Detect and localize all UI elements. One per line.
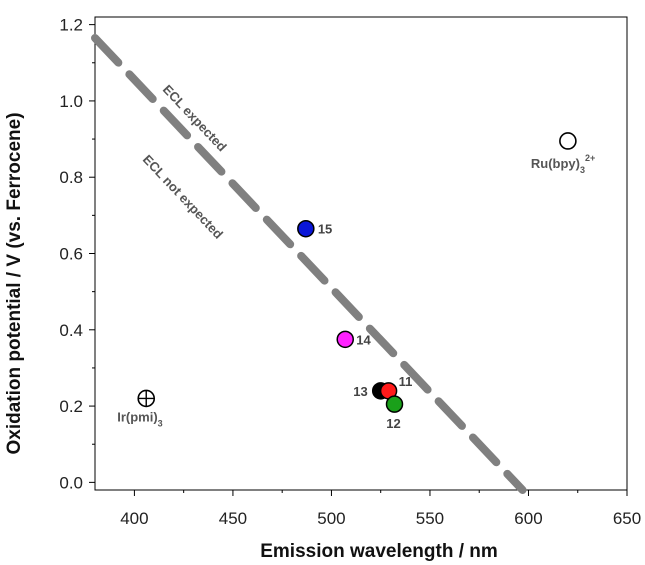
reference-superscript: 2+ [585, 153, 595, 163]
y-tick-label: 1.2 [59, 16, 83, 35]
y-tick-label: 0.0 [59, 473, 83, 492]
data-label-12: 12 [386, 416, 400, 431]
x-tick-label: 550 [416, 509, 444, 528]
data-label-13: 13 [353, 384, 367, 399]
x-tick-label: 650 [613, 509, 641, 528]
data-label-11: 11 [399, 374, 413, 389]
data-points: 15 14 13 11 12 [297, 219, 413, 431]
reference-name: Ir(pmi) [117, 409, 157, 424]
y-tick-label: 0.2 [59, 397, 83, 416]
data-point-14 [336, 330, 354, 349]
y-tick-label: 0.8 [59, 168, 83, 187]
reference-name: Ru(bpy) [531, 156, 580, 171]
threshold-dashed-line [91, 33, 527, 494]
y-tick-label: 0.6 [59, 245, 83, 264]
reference-label: Ir(pmi)3 [117, 409, 162, 428]
reference-label: Ru(bpy)32+ [531, 153, 595, 175]
x-axis-title: Emission wavelength / nm [260, 541, 498, 562]
x-tick-label: 400 [120, 509, 148, 528]
data-label-15: 15 [318, 222, 332, 237]
reference-subscript: 3 [580, 165, 585, 175]
y-tick-label: 0.4 [59, 321, 83, 340]
threshold-line-group [91, 33, 527, 494]
data-label-14: 14 [356, 332, 371, 347]
x-tick-label: 450 [219, 509, 247, 528]
reference-points: Ru(bpy)32+Ir(pmi)3 [117, 132, 595, 428]
y-tick-label: 1.0 [59, 92, 83, 111]
x-tick-label: 500 [317, 509, 345, 528]
data-point-12 [385, 395, 404, 413]
y-axis-title: Oxidation potential / V (vs. Ferrocene) [4, 112, 25, 454]
data-point-15 [297, 219, 315, 238]
x-tick-label: 600 [514, 509, 542, 528]
reference-marker [559, 132, 577, 150]
reference-subscript: 3 [158, 418, 163, 428]
axes-frame: 400 450 500 550 600 650 0.0 0.2 0.4 0.6 0.8 1.0 1.2 [59, 16, 641, 528]
